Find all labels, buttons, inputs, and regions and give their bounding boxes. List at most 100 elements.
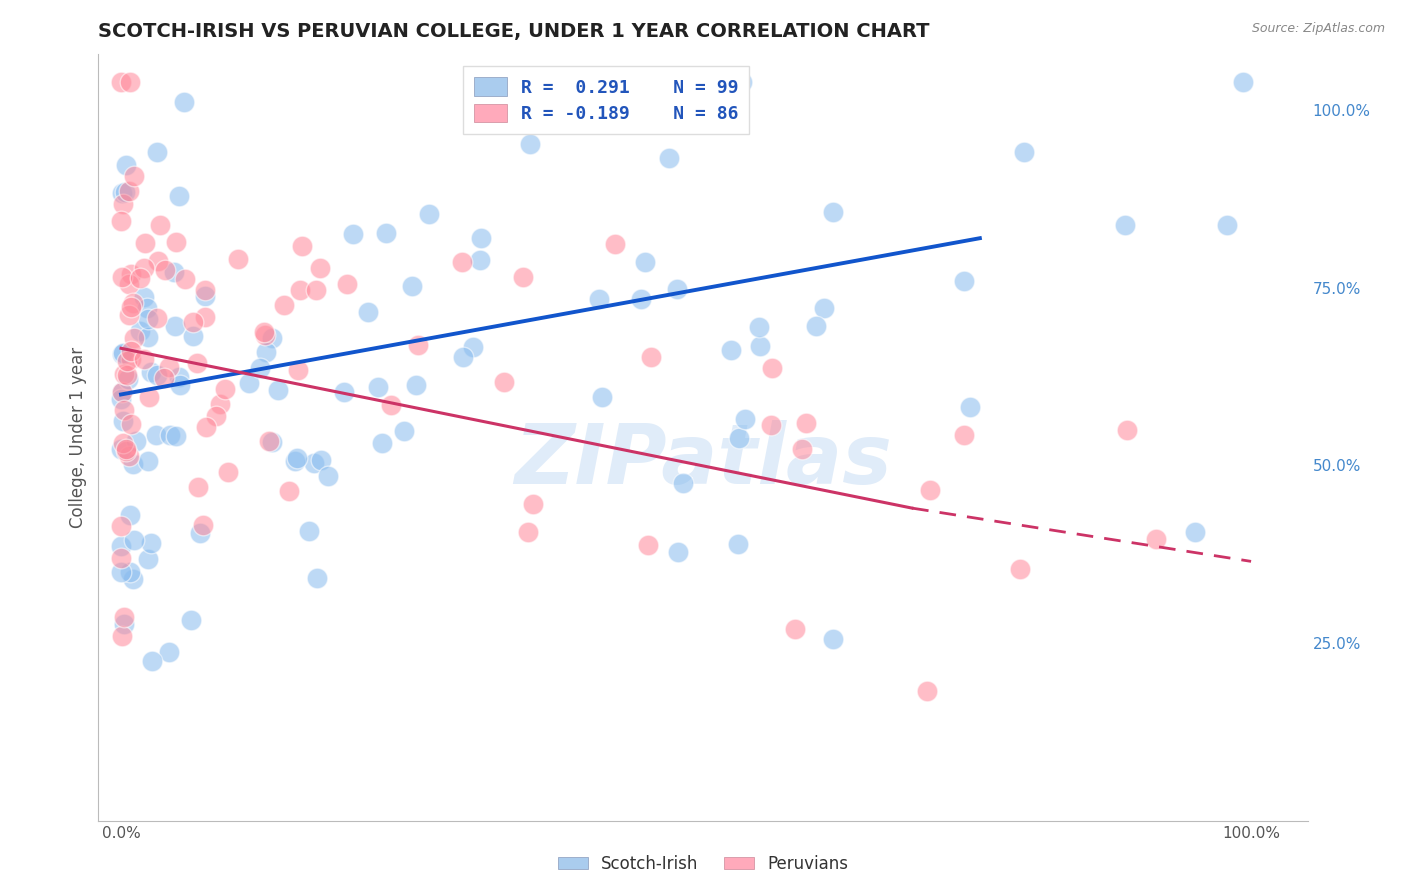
Point <box>273 298 295 312</box>
Point <box>519 137 541 152</box>
Point <box>309 453 332 467</box>
Point <box>1116 423 1139 437</box>
Point <box>128 324 150 338</box>
Point <box>118 308 141 322</box>
Point <box>114 444 136 458</box>
Point <box>453 350 475 364</box>
Point <box>132 261 155 276</box>
Point <box>188 526 211 541</box>
Point <box>307 571 329 585</box>
Point <box>157 360 180 375</box>
Point <box>153 262 176 277</box>
Point <box>734 412 756 426</box>
Point <box>821 205 844 219</box>
Text: Source: ZipAtlas.com: Source: ZipAtlas.com <box>1251 22 1385 36</box>
Point <box>254 344 277 359</box>
Point <box>110 442 132 456</box>
Point <box>405 377 427 392</box>
Point <box>141 536 163 550</box>
Point <box>194 310 217 324</box>
Point <box>110 214 132 228</box>
Point <box>120 344 142 359</box>
Point <box>238 376 260 391</box>
Point <box>371 436 394 450</box>
Point <box>468 252 491 267</box>
Point <box>169 189 191 203</box>
Point <box>112 403 135 417</box>
Point <box>226 252 249 266</box>
Point <box>132 352 155 367</box>
Point <box>637 538 659 552</box>
Point <box>138 390 160 404</box>
Point <box>288 283 311 297</box>
Point <box>121 295 143 310</box>
Point <box>173 271 195 285</box>
Point <box>165 428 187 442</box>
Point <box>186 356 208 370</box>
Legend: Scotch-Irish, Peruvians: Scotch-Irish, Peruvians <box>551 848 855 880</box>
Point <box>136 551 159 566</box>
Point <box>194 288 217 302</box>
Point <box>149 219 172 233</box>
Point <box>920 483 942 497</box>
Point <box>194 283 217 297</box>
Point <box>145 368 167 383</box>
Point <box>146 253 169 268</box>
Point <box>375 226 398 240</box>
Point <box>1232 75 1254 89</box>
Point <box>291 239 314 253</box>
Point <box>1184 524 1206 539</box>
Point <box>720 343 742 358</box>
Point <box>342 227 364 241</box>
Point <box>112 617 135 632</box>
Point <box>163 318 186 333</box>
Point <box>318 468 340 483</box>
Point <box>406 337 429 351</box>
Point <box>1216 219 1239 233</box>
Point <box>194 420 217 434</box>
Point <box>284 454 307 468</box>
Point <box>952 428 974 442</box>
Point <box>122 169 145 183</box>
Point <box>111 270 134 285</box>
Point <box>118 184 141 198</box>
Point <box>167 370 190 384</box>
Point <box>451 255 474 269</box>
Point <box>134 290 156 304</box>
Point <box>111 384 134 399</box>
Point <box>122 533 145 548</box>
Point <box>823 632 845 646</box>
Point <box>959 401 981 415</box>
Point <box>804 318 827 333</box>
Point <box>136 454 159 468</box>
Point <box>1114 218 1136 232</box>
Point <box>112 436 135 450</box>
Point <box>111 414 134 428</box>
Point <box>277 483 299 498</box>
Point <box>110 519 132 533</box>
Point <box>118 449 141 463</box>
Point <box>640 350 662 364</box>
Point <box>309 260 332 275</box>
Point <box>181 315 204 329</box>
Point <box>748 320 770 334</box>
Text: ZIPatlas: ZIPatlas <box>515 419 891 500</box>
Point <box>136 330 159 344</box>
Point <box>145 310 167 325</box>
Point <box>181 329 204 343</box>
Point <box>187 480 209 494</box>
Point <box>180 613 202 627</box>
Point <box>749 339 772 353</box>
Point <box>112 346 135 360</box>
Point <box>115 368 138 382</box>
Point <box>114 442 136 456</box>
Point <box>298 524 321 538</box>
Point <box>380 398 402 412</box>
Point <box>392 424 415 438</box>
Point <box>112 367 135 381</box>
Point <box>813 301 835 315</box>
Point <box>129 271 152 285</box>
Point <box>727 537 749 551</box>
Point <box>630 292 652 306</box>
Point <box>120 75 142 89</box>
